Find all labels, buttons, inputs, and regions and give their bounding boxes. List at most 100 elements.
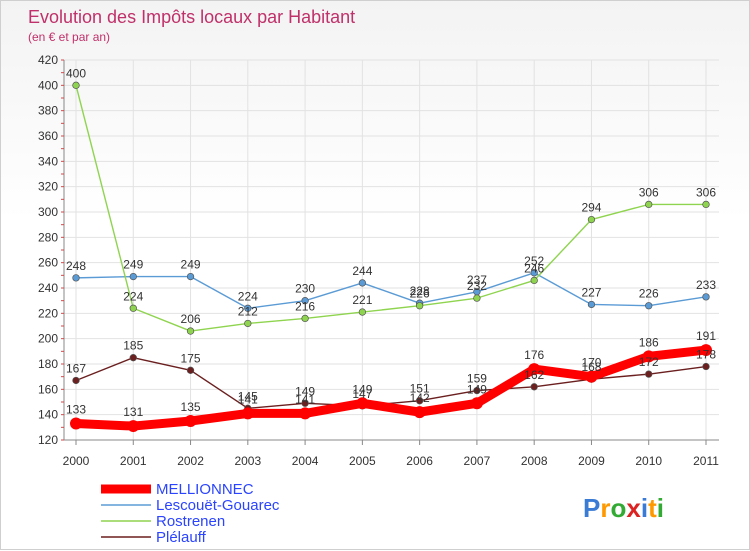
point-lescou-t-gouarec-2005 xyxy=(358,279,367,287)
point-pl-lauff-2011 xyxy=(702,362,710,371)
point-lescou-t-gouarec-2011 xyxy=(702,293,710,301)
point-pl-lauff-2006 xyxy=(415,397,424,405)
data-label-mellionnec-2003: 141 xyxy=(238,392,258,406)
data-label-mellionnec-2004: 141 xyxy=(295,392,315,406)
point-pl-lauff-2007 xyxy=(473,386,481,395)
point-lescou-t-gouarec-2001 xyxy=(129,272,137,281)
data-label-lescou-t-gouarec-2003: 224 xyxy=(238,289,258,303)
y-tick-label-220: 220 xyxy=(38,306,58,320)
data-label-lescou-t-gouarec-2006: 228 xyxy=(410,284,430,298)
point-rostrenen-2009 xyxy=(587,215,596,224)
data-label-pl-lauff-2003: 145 xyxy=(238,389,258,403)
data-label-rostrenen-2001: 224 xyxy=(123,289,143,303)
data-label-rostrenen-2006: 226 xyxy=(410,287,430,301)
logo-letter: i xyxy=(657,493,664,523)
y-tick-label-400: 400 xyxy=(38,78,58,92)
y-tick-label-180: 180 xyxy=(38,357,58,371)
point-pl-lauff-2000 xyxy=(72,376,80,385)
point-mellionnec-2010 xyxy=(642,350,655,363)
point-pl-lauff-2004 xyxy=(301,399,309,407)
x-tick-label-2010: 2010 xyxy=(635,454,662,468)
point-rostrenen-2005 xyxy=(358,308,367,316)
data-label-pl-lauff-2004: 149 xyxy=(295,384,315,398)
point-rostrenen-2001 xyxy=(129,304,137,312)
data-label-mellionnec-2008: 176 xyxy=(524,348,544,362)
data-label-rostrenen-2002: 206 xyxy=(181,312,201,326)
data-label-pl-lauff-2007: 159 xyxy=(467,372,487,386)
y-tick-label-380: 380 xyxy=(38,104,58,118)
y-tick-label-140: 140 xyxy=(38,408,58,422)
data-label-rostrenen-2007: 232 xyxy=(467,279,487,293)
data-label-lescou-t-gouarec-2000: 248 xyxy=(66,259,86,273)
point-pl-lauff-2001 xyxy=(129,354,137,362)
data-label-pl-lauff-2011: 178 xyxy=(696,348,716,362)
logo-letter: t xyxy=(648,493,657,523)
proxiti-logo-text: Proxiti xyxy=(583,493,664,523)
x-tick-label-2004: 2004 xyxy=(292,454,319,468)
data-label-pl-lauff-2009: 168 xyxy=(581,360,601,374)
proxiti-logo: Proxiti xyxy=(583,493,664,523)
data-label-rostrenen-2008: 246 xyxy=(524,261,544,275)
point-lescou-t-gouarec-2004 xyxy=(301,297,309,305)
y-tick-label-300: 300 xyxy=(38,205,58,219)
y-tick-label-120: 120 xyxy=(38,433,58,447)
series-line-lescou-t-gouarec xyxy=(75,272,707,309)
logo-letter: i xyxy=(641,493,648,523)
data-label-pl-lauff-2006: 151 xyxy=(410,382,430,396)
series xyxy=(70,81,712,433)
x-tick-label-2000: 2000 xyxy=(63,454,90,468)
series-line-rostrenen xyxy=(75,84,707,332)
chart-subtitle: (en € et par an) xyxy=(28,30,110,44)
point-mellionnec-2009 xyxy=(585,370,598,383)
x-tick-label-2002: 2002 xyxy=(177,454,204,468)
data-label-mellionnec-2000: 133 xyxy=(66,403,86,417)
logo-letter: r xyxy=(600,493,610,523)
point-rostrenen-2004 xyxy=(301,314,309,323)
data-label-pl-lauff-2010: 172 xyxy=(639,355,659,369)
point-mellionnec-2007 xyxy=(470,397,483,410)
data-label-mellionnec-2002: 135 xyxy=(181,400,201,414)
data-label-mellionnec-2005: 149 xyxy=(352,382,372,396)
point-rostrenen-2011 xyxy=(702,200,710,209)
point-mellionnec-2008 xyxy=(528,363,541,376)
data-label-lescou-t-gouarec-2010: 226 xyxy=(639,287,659,301)
point-mellionnec-2003 xyxy=(241,407,254,420)
data-label-pl-lauff-2002: 175 xyxy=(181,351,201,365)
x-tick-label-2009: 2009 xyxy=(578,454,605,468)
data-label-lescou-t-gouarec-2005: 244 xyxy=(352,264,372,278)
y-tick-label-240: 240 xyxy=(38,281,58,295)
x-tick-label-2008: 2008 xyxy=(521,454,548,468)
point-rostrenen-2002 xyxy=(186,327,195,335)
x-tick-label-2003: 2003 xyxy=(234,454,261,468)
grid xyxy=(64,59,719,441)
logo-letter: P xyxy=(583,493,600,523)
y-tick-label-160: 160 xyxy=(38,382,58,396)
point-pl-lauff-2002 xyxy=(186,366,195,374)
point-rostrenen-2003 xyxy=(244,319,252,328)
data-label-lescou-t-gouarec-2008: 252 xyxy=(524,254,544,268)
legend-label-mellionnec: MELLIONNEC xyxy=(156,481,254,498)
data-label-rostrenen-2011: 306 xyxy=(696,185,716,199)
axes: 120 140 160 180 200 220 240 260 280 300 320 340 360 3… xyxy=(38,53,719,468)
y-tick-label-200: 200 xyxy=(38,332,58,346)
point-mellionnec-2006 xyxy=(413,406,426,419)
legend: MELLIONNECLescouët-GouarecRostrenenPléla… xyxy=(101,481,280,546)
logo-letter: o xyxy=(610,493,626,523)
chart-title: Evolution des Impôts locaux par Habitant xyxy=(28,7,355,27)
data-label-pl-lauff-2005: 147 xyxy=(352,387,372,401)
data-label-mellionnec-2010: 186 xyxy=(639,335,659,349)
point-rostrenen-2006 xyxy=(415,302,424,310)
point-rostrenen-2010 xyxy=(645,200,653,209)
point-mellionnec-2005 xyxy=(356,397,369,410)
point-lescou-t-gouarec-2002 xyxy=(186,272,195,281)
x-tick-label-2005: 2005 xyxy=(349,454,376,468)
y-tick-label-280: 280 xyxy=(38,230,58,244)
x-tick-label-2006: 2006 xyxy=(406,454,433,468)
point-mellionnec-2011 xyxy=(700,344,712,357)
point-lescou-t-gouarec-2003 xyxy=(244,304,252,312)
data-label-rostrenen-2000: 400 xyxy=(66,66,86,80)
point-lescou-t-gouarec-2009 xyxy=(587,300,596,309)
y-tick-label-420: 420 xyxy=(38,53,58,67)
data-label-mellionnec-2011: 191 xyxy=(696,329,716,343)
